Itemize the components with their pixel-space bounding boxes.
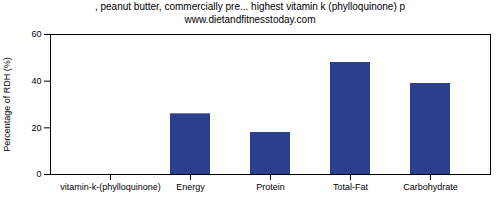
- svg-text:Percentage of RDH (%): Percentage of RDH (%): [2, 57, 12, 152]
- svg-text:Carbohydrate: Carbohydrate: [403, 182, 458, 192]
- svg-text:Energy: Energy: [176, 182, 205, 192]
- svg-text:vitamin-k-(phylloquinone): vitamin-k-(phylloquinone): [60, 182, 161, 192]
- svg-text:Total-Fat: Total-Fat: [333, 182, 369, 192]
- html-text:www.dietandfitnesstoday.com: www.dietandfitnesstoday.com: [184, 14, 316, 25]
- svg-text:60: 60: [31, 29, 41, 39]
- html-text:, peanut butter, commercially: , peanut butter, commercially pre... hig…: [94, 1, 406, 12]
- svg-text:20: 20: [31, 123, 41, 133]
- svg-text:40: 40: [31, 76, 41, 86]
- svg-text:Protein: Protein: [256, 182, 285, 192]
- svg-text:0: 0: [36, 169, 41, 179]
